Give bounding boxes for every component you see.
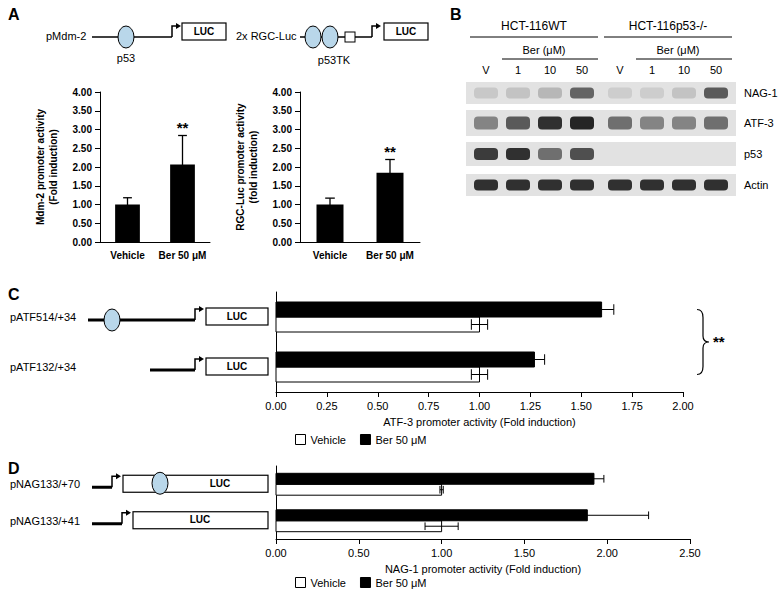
svg-text:LUC: LUC: [227, 361, 248, 372]
svg-text:Ber (μM): Ber (μM): [656, 44, 699, 56]
svg-text:10: 10: [678, 64, 690, 76]
svg-text:Ber 50 μM: Ber 50 μM: [375, 577, 426, 589]
svg-text:4.00: 4.00: [73, 87, 93, 98]
svg-text:V: V: [616, 64, 624, 76]
svg-text:Ber 50 μM: Ber 50 μM: [159, 250, 207, 261]
svg-text:1.50: 1.50: [273, 180, 293, 191]
svg-text:LUC: LUC: [194, 26, 215, 37]
svg-text:Vehicle: Vehicle: [311, 577, 346, 589]
svg-text:C: C: [8, 286, 20, 303]
svg-text:**: **: [177, 119, 189, 136]
svg-text:ATF-3: ATF-3: [744, 117, 774, 129]
svg-text:1.50: 1.50: [73, 180, 93, 191]
svg-text:LUC: LUC: [227, 311, 248, 322]
svg-text:0.50: 0.50: [348, 547, 369, 559]
svg-text:2.50: 2.50: [73, 143, 93, 154]
svg-text:0.00: 0.00: [73, 237, 93, 248]
svg-text:1.50: 1.50: [514, 547, 535, 559]
svg-text:1: 1: [649, 64, 655, 76]
svg-text:0.50: 0.50: [73, 218, 93, 229]
svg-text:1.00: 1.00: [73, 199, 93, 210]
svg-text:1: 1: [515, 64, 521, 76]
svg-text:2.00: 2.00: [672, 400, 693, 412]
svg-text:Ber (μM): Ber (μM): [522, 44, 565, 56]
svg-text:2.00: 2.00: [73, 162, 93, 173]
svg-text:LUC: LUC: [210, 478, 231, 489]
svg-text:pATF132/+34: pATF132/+34: [10, 361, 76, 373]
svg-text:0.50: 0.50: [367, 400, 388, 412]
svg-text:2.50: 2.50: [273, 143, 293, 154]
svg-text:Actin: Actin: [744, 179, 768, 191]
svg-text:RGC-Luc promoter activity: RGC-Luc promoter activity: [235, 103, 246, 231]
svg-text:0.00: 0.00: [265, 547, 286, 559]
svg-text:1.00: 1.00: [431, 547, 452, 559]
svg-text:Mdm-2 promoter activity: Mdm-2 promoter activity: [35, 108, 46, 225]
svg-text:B: B: [450, 6, 462, 23]
svg-text:V: V: [482, 64, 490, 76]
svg-text:1.00: 1.00: [469, 400, 490, 412]
svg-text:2.00: 2.00: [596, 547, 617, 559]
svg-text:HCT-116p53-/-: HCT-116p53-/-: [629, 19, 707, 33]
svg-text:0.25: 0.25: [316, 400, 337, 412]
svg-text:1.00: 1.00: [273, 199, 293, 210]
svg-text:0.00: 0.00: [265, 400, 286, 412]
svg-text:NAG-1: NAG-1: [744, 87, 778, 99]
svg-text:0.00: 0.00: [273, 237, 293, 248]
svg-text:2.00: 2.00: [273, 162, 293, 173]
svg-text:D: D: [8, 460, 20, 477]
svg-text:pNAG133/+70: pNAG133/+70: [10, 478, 80, 490]
svg-text:LUC: LUC: [190, 514, 211, 525]
svg-text:**: **: [713, 333, 725, 350]
svg-text:HCT-116WT: HCT-116WT: [501, 19, 567, 33]
svg-text:(fold induction): (fold induction): [248, 131, 259, 204]
svg-text:A: A: [8, 6, 20, 23]
svg-text:Ber 50 μM: Ber 50 μM: [375, 434, 426, 446]
svg-text:10: 10: [544, 64, 556, 76]
svg-text:NAG-1 promoter activity (Fold: NAG-1 promoter activity (Fold induction): [385, 563, 581, 575]
svg-text:1.75: 1.75: [621, 400, 642, 412]
svg-text:Vehicle: Vehicle: [110, 250, 145, 261]
svg-text:pATF514/+34: pATF514/+34: [10, 311, 76, 323]
svg-text:3.00: 3.00: [73, 124, 93, 135]
svg-text:2x RGC-Luc: 2x RGC-Luc: [236, 30, 297, 42]
svg-text:p53TK: p53TK: [318, 54, 351, 66]
svg-text:Ber 50 μM: Ber 50 μM: [366, 250, 414, 261]
svg-text:p53: p53: [117, 52, 135, 64]
svg-text:Vehicle: Vehicle: [311, 434, 346, 446]
svg-text:3.50: 3.50: [273, 105, 293, 116]
svg-text:ATF-3 promoter activity (Fold: ATF-3 promoter activity (Fold induction): [383, 416, 575, 428]
svg-text:2.50: 2.50: [679, 547, 700, 559]
svg-text:(Fold induction): (Fold induction): [48, 129, 59, 205]
svg-text:1.50: 1.50: [571, 400, 592, 412]
svg-text:pNAG133/+41: pNAG133/+41: [10, 515, 80, 527]
svg-text:pMdm-2: pMdm-2: [46, 30, 86, 42]
svg-text:p53: p53: [744, 148, 762, 160]
svg-text:0.75: 0.75: [418, 400, 439, 412]
svg-text:1.25: 1.25: [520, 400, 541, 412]
svg-text:50: 50: [576, 64, 588, 76]
svg-text:4.00: 4.00: [273, 87, 293, 98]
svg-text:50: 50: [710, 64, 722, 76]
svg-text:Vehicle: Vehicle: [313, 250, 348, 261]
svg-text:LUC: LUC: [396, 26, 417, 37]
svg-text:**: **: [384, 143, 396, 160]
svg-text:3.50: 3.50: [73, 105, 93, 116]
svg-text:3.00: 3.00: [273, 124, 293, 135]
svg-text:0.50: 0.50: [273, 218, 293, 229]
